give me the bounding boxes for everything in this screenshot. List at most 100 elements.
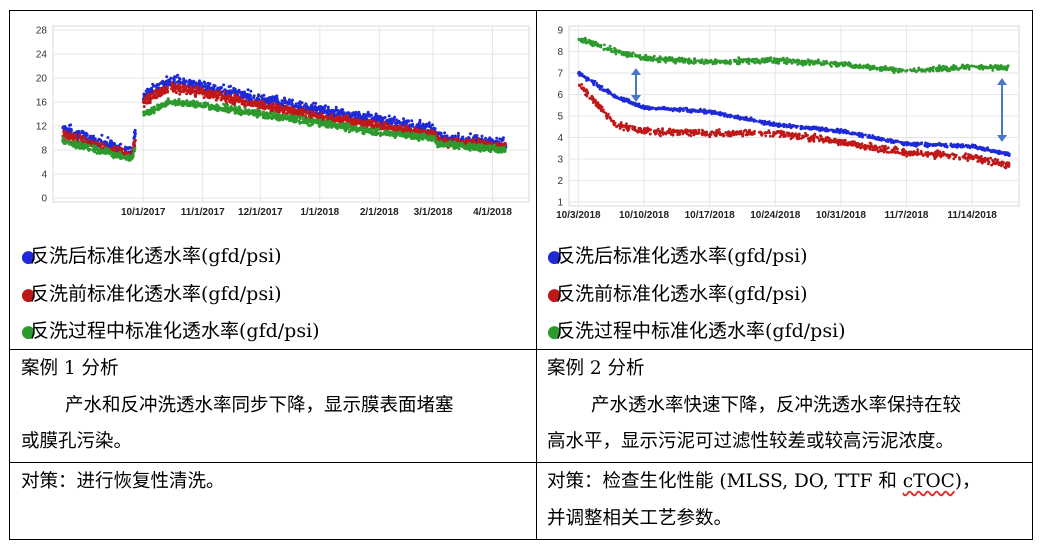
- data-point: [268, 96, 272, 99]
- data-point: [65, 128, 69, 131]
- data-point: [67, 137, 71, 141]
- data-point: [261, 116, 265, 119]
- data-point: [222, 102, 226, 106]
- data-point: [373, 128, 377, 132]
- data-point: [190, 103, 194, 107]
- data-point: [209, 92, 213, 96]
- data-point: [273, 116, 277, 120]
- data-point: [127, 158, 131, 162]
- data-point: [979, 65, 982, 69]
- data-point: [97, 149, 101, 153]
- x-tick-label: 4/1/2018: [473, 207, 512, 218]
- data-point: [170, 83, 174, 87]
- data-point: [329, 113, 333, 117]
- data-point: [683, 60, 687, 64]
- data-point: [620, 53, 624, 56]
- data-point: [410, 119, 414, 123]
- data-point: [368, 127, 372, 131]
- data-point: [752, 60, 756, 63]
- data-point: [318, 124, 322, 128]
- data-point: [255, 97, 259, 101]
- data-point: [195, 87, 199, 91]
- data-point: [359, 126, 363, 130]
- data-point: [931, 69, 935, 73]
- data-point: [337, 116, 341, 120]
- data-point: [104, 146, 108, 150]
- y-tick-label: 1: [557, 198, 563, 209]
- data-point: [252, 112, 256, 116]
- data-point: [405, 133, 409, 137]
- data-point: [388, 130, 391, 134]
- data-point: [451, 144, 455, 148]
- data-point: [503, 149, 507, 153]
- data-point: [806, 58, 810, 62]
- data-point: [467, 136, 471, 139]
- data-point: [376, 127, 380, 131]
- data-point: [331, 116, 335, 120]
- data-point: [696, 59, 700, 62]
- data-point: [274, 102, 278, 106]
- data-point: [435, 140, 439, 144]
- data-point: [290, 119, 294, 123]
- data-point: [503, 145, 506, 149]
- data-point: [150, 86, 153, 90]
- y-tick-label: 20: [36, 74, 48, 85]
- data-point: [262, 98, 266, 102]
- data-point: [65, 131, 69, 135]
- data-point: [212, 107, 216, 111]
- data-point: [871, 65, 874, 68]
- data-point: [319, 115, 323, 119]
- data-point: [206, 96, 210, 99]
- data-point: [865, 65, 869, 69]
- data-point: [280, 103, 283, 107]
- data-point: [275, 94, 279, 98]
- data-point: [769, 58, 772, 61]
- data-point: [266, 99, 270, 103]
- data-point: [878, 69, 882, 72]
- data-point: [169, 76, 173, 80]
- data-point: [166, 97, 170, 101]
- data-point: [132, 148, 136, 151]
- data-point: [491, 147, 495, 151]
- data-point: [674, 57, 678, 61]
- data-point: [259, 95, 263, 99]
- data-point: [952, 65, 956, 69]
- data-point: [81, 131, 85, 135]
- data-point: [415, 135, 419, 138]
- data-point: [417, 125, 421, 129]
- data-point: [606, 47, 610, 51]
- data-point: [192, 80, 196, 83]
- data-point: [389, 119, 393, 123]
- data-point: [355, 112, 359, 116]
- data-point: [858, 63, 862, 67]
- data-point: [233, 107, 237, 111]
- data-point: [246, 112, 250, 116]
- y-tick-label: 2: [557, 176, 563, 187]
- data-point: [480, 143, 484, 147]
- data-point: [718, 59, 721, 63]
- data-point: [145, 110, 148, 114]
- data-point: [900, 68, 904, 72]
- data-point: [622, 128, 626, 132]
- data-point: [94, 146, 98, 150]
- data-point: [480, 134, 484, 138]
- data-point: [486, 138, 490, 142]
- data-point: [824, 61, 828, 65]
- data-point: [336, 109, 340, 112]
- data-point: [995, 66, 999, 70]
- data-point: [668, 57, 672, 61]
- data-point: [468, 132, 472, 136]
- data-point: [411, 124, 415, 128]
- data-point: [318, 107, 322, 111]
- data-point: [112, 145, 116, 149]
- data-point: [78, 133, 82, 137]
- data-point: [846, 62, 850, 66]
- data-point: [789, 60, 793, 63]
- x-tick-label: 10/1/2017: [121, 207, 166, 218]
- data-point: [297, 119, 301, 123]
- data-point: [295, 115, 299, 119]
- data-point: [231, 96, 235, 100]
- data-point: [363, 129, 367, 133]
- data-point: [737, 56, 741, 60]
